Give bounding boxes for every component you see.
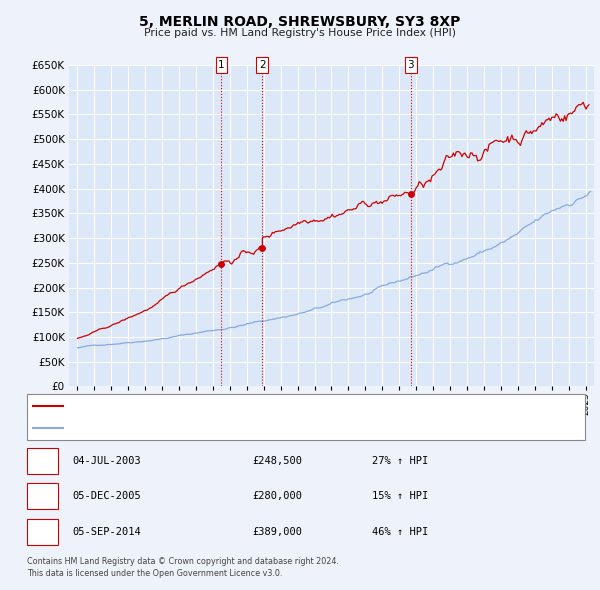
Text: 3: 3 [407, 60, 414, 70]
Text: 5, MERLIN ROAD, SHREWSBURY, SY3 8XP: 5, MERLIN ROAD, SHREWSBURY, SY3 8XP [139, 15, 461, 29]
Text: 15% ↑ HPI: 15% ↑ HPI [372, 491, 428, 501]
Text: 27% ↑ HPI: 27% ↑ HPI [372, 456, 428, 466]
Text: Contains HM Land Registry data © Crown copyright and database right 2024.: Contains HM Land Registry data © Crown c… [27, 557, 339, 566]
Text: HPI: Average price, detached house, Shropshire: HPI: Average price, detached house, Shro… [66, 422, 299, 432]
Text: 05-SEP-2014: 05-SEP-2014 [72, 527, 141, 536]
Text: Price paid vs. HM Land Registry's House Price Index (HPI): Price paid vs. HM Land Registry's House … [144, 28, 456, 38]
Point [257, 243, 267, 253]
Text: 2: 2 [259, 60, 266, 70]
Text: This data is licensed under the Open Government Licence v3.0.: This data is licensed under the Open Gov… [27, 569, 283, 578]
Text: 04-JUL-2003: 04-JUL-2003 [72, 456, 141, 466]
Text: 5, MERLIN ROAD, SHREWSBURY, SY3 8XP (detached house): 5, MERLIN ROAD, SHREWSBURY, SY3 8XP (det… [66, 401, 358, 411]
Text: 2: 2 [39, 491, 46, 501]
Text: £248,500: £248,500 [252, 456, 302, 466]
Point [406, 189, 415, 199]
Text: 05-DEC-2005: 05-DEC-2005 [72, 491, 141, 501]
Text: £389,000: £389,000 [252, 527, 302, 536]
Text: 46% ↑ HPI: 46% ↑ HPI [372, 527, 428, 536]
Text: £280,000: £280,000 [252, 491, 302, 501]
Point [217, 259, 226, 268]
Text: 1: 1 [39, 456, 46, 466]
Text: 3: 3 [39, 527, 46, 536]
Text: 1: 1 [218, 60, 225, 70]
